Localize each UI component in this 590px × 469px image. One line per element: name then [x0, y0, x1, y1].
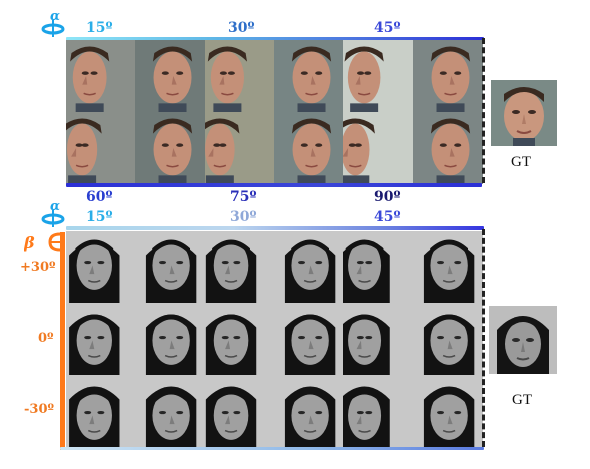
beta-rotation-icon: β: [23, 228, 64, 260]
bottom-face-image: [412, 375, 483, 447]
bottom-gt-label: GT: [512, 392, 532, 408]
top-dashed-separator: [482, 38, 485, 183]
alpha-rotation-icon-bottom: α: [40, 198, 70, 232]
bottom-angle-60: 60º: [86, 189, 113, 205]
bottom-face-image: [274, 375, 344, 447]
row-label-minus30: -30º: [24, 402, 54, 417]
top-gradient-bar: [66, 37, 484, 41]
bottom-top-angle-15: 15º: [86, 209, 113, 225]
beta-axis-bar: [60, 232, 65, 450]
bottom-face-image: [66, 231, 136, 303]
bottom-face-image: [343, 375, 414, 447]
bottom-face-image: [135, 375, 206, 447]
top-face-image: [343, 40, 414, 112]
top-face-image: [135, 111, 206, 184]
row-label-plus30: +30º: [20, 260, 56, 275]
beta-symbol: β: [26, 232, 27, 233]
bottom-face-image: [66, 303, 136, 375]
top-face-image: [66, 111, 136, 184]
bottom-top-gradient-bar: [66, 226, 484, 230]
top-face-image: [274, 111, 344, 184]
top-face-image: [204, 40, 275, 112]
bottom-face-image: [204, 231, 275, 303]
bottom-face-image: [135, 231, 206, 303]
bottom-face-image: [135, 303, 206, 375]
top-gt-label: GT: [511, 154, 531, 170]
top-gt-face-image: [491, 80, 557, 146]
bottom-angle-75: 75º: [230, 189, 257, 205]
bottom-face-image: [343, 231, 414, 303]
top-face-image: [343, 111, 414, 184]
top-face-image: [204, 111, 275, 184]
top-face-image: [66, 40, 136, 112]
alpha-rotation-icon: α: [40, 8, 70, 42]
bottom-angle-90: 90º: [374, 189, 401, 205]
top-angle-15: 15º: [86, 20, 113, 36]
top-face-image: [274, 40, 344, 112]
top-face-image: [412, 111, 483, 184]
bottom-face-image: [66, 375, 136, 447]
top-angle-45: 45º: [374, 20, 401, 36]
svg-text:α: α: [50, 199, 60, 214]
bottom-face-image: [412, 231, 483, 303]
bottom-face-image: [204, 375, 275, 447]
bottom-face-image: [412, 303, 483, 375]
bottom-face-image: [274, 303, 344, 375]
bottom-face-image: [274, 231, 344, 303]
alpha-symbol-top: α: [50, 4, 51, 5]
bottom-dashed-separator: [482, 229, 485, 447]
alpha-symbol-bottom: α: [50, 200, 51, 201]
bottom-top-angle-45: 45º: [374, 209, 401, 225]
bottom-bottom-gradient-bar: [60, 447, 484, 450]
row-label-0: 0º: [38, 331, 54, 346]
top-face-image: [412, 40, 483, 112]
bottom-face-image: [343, 303, 414, 375]
bottom-face-image: [204, 303, 275, 375]
bottom-gt-face-image: [489, 306, 557, 374]
top-face-image: [135, 40, 206, 112]
top-angle-30: 30º: [228, 20, 255, 36]
bottom-top-angle-30: 30º: [230, 209, 257, 225]
svg-text:β: β: [24, 233, 35, 252]
top-bottom-gradient-bar: [66, 183, 482, 187]
svg-text:α: α: [50, 9, 60, 24]
